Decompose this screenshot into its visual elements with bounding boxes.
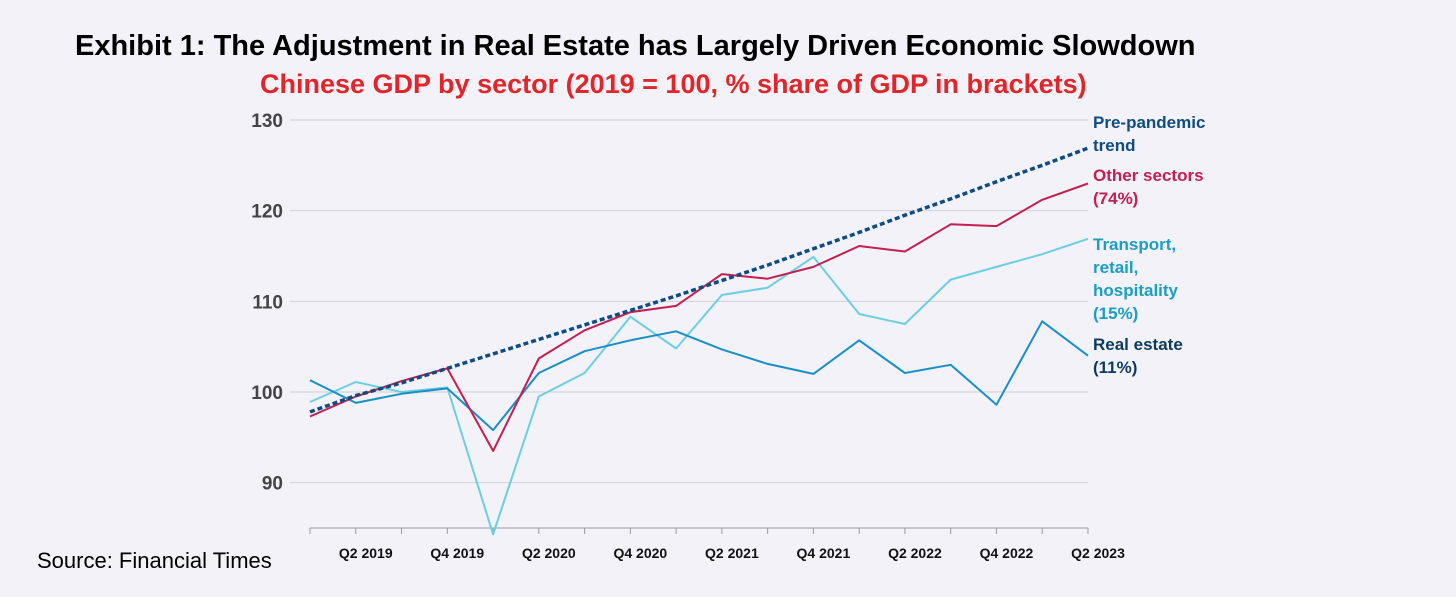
x-tick-label: Q4 2020 [613,545,667,561]
series-line-transport-retail-hospitality-15 [309,237,1089,536]
series-label: Transport, retail, hospitality (15%) [1093,235,1179,323]
x-tick-label: Q2 2019 [339,545,393,561]
series-label: Other sectors (74%) [1093,166,1204,208]
y-tick-label: 110 [252,292,283,313]
x-tick-label: Q4 2021 [797,545,851,561]
series-label: Pre-pandemic trend [1093,113,1205,155]
x-axis-ticks: Q2 2019 Q4 2019 Q2 2020 Q4 2020 Q2 2021 Q4 20… [339,545,1125,561]
y-tick-label: 100 [251,383,283,404]
x-tick-label: Q2 2020 [522,545,576,561]
y-tick-label: 90 [262,474,283,495]
y-axis-ticks: 90 100 110 120 130 [251,111,283,495]
series-labels: Pre-pandemic trend Other sectors (74%) Trans… [1093,113,1205,377]
x-tick-label: Q2 2021 [705,545,759,561]
y-tick-label: 130 [251,111,283,132]
x-tick-label: Q2 2023 [1071,545,1125,561]
gridlines [290,119,1088,484]
series-line-real-estate-11 [309,320,1089,432]
chart-subtitle: Chinese GDP by sector (2019 = 100, % sha… [260,69,1087,99]
x-axis [309,527,1089,534]
series-line-pre-pandemic-trend [309,146,1089,414]
x-tick-label: Q4 2022 [980,545,1034,561]
series-line-other-sectors-74 [309,182,1089,452]
series-label: Real estate (11%) [1093,335,1183,377]
series-lines [309,146,1089,536]
source-note: Source: Financial Times [37,548,272,573]
y-tick-label: 120 [251,202,283,223]
chart-title: Exhibit 1: The Adjustment in Real Estate… [75,30,1196,62]
x-tick-label: Q2 2022 [888,545,942,561]
x-tick-label: Q4 2019 [430,545,484,561]
